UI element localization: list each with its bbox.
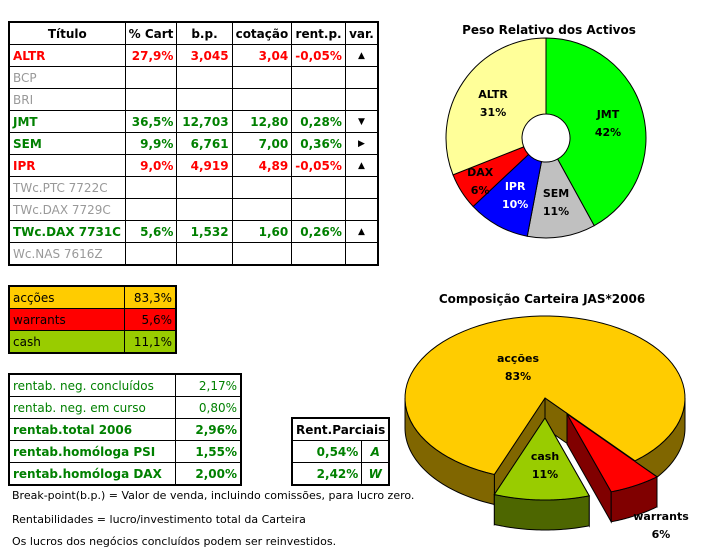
donut-label: JMT [596,108,620,121]
pie3d-chart: warrants 6% cash 11% acções 83% [404,315,689,541]
column-header: var. [344,21,379,45]
cell-bp [176,242,233,266]
table-row[interactable]: TWc.PTC 7722C [8,176,379,199]
parciais-row: 0,54% A [291,440,390,463]
donut-value-label: 10% [502,198,528,211]
cell-bp: 1,532 [176,220,233,243]
rentab-value: 2,00% [175,462,242,486]
pie3d-title: Composição Carteira JAS*2006 [439,292,645,306]
table-row[interactable]: IPR 9,0% 4,919 4,89 -0,05% ▲ [8,154,379,177]
rentab-value: 2,96% [175,418,242,441]
rentab-row: rentab. neg. em curso 0,80% [8,396,242,419]
pie3d-slice-warrants [566,413,658,493]
donut-slice-jmt [545,37,647,227]
allocation-label: warrants [8,308,125,331]
cell-rent: -0,05% [291,44,346,67]
table-row[interactable]: SEM 9,9% 6,761 7,00 0,36% ▶ [8,132,379,155]
rentab-row: rentab.homóloga DAX 2,00% [8,462,242,486]
parciais-row: 2,42% W [291,462,390,486]
allocation-value: 5,6% [124,308,177,331]
parciais-value: 2,42% [291,462,363,486]
rentab-label: rentab.total 2006 [8,418,176,441]
allocation-row: acções 83,3% [8,285,177,309]
cell-cotacao: 12,80 [231,110,293,133]
rentab-value: 2,17% [175,373,242,397]
arrow-up-icon: ▲ [344,220,379,243]
cell-titulo: Wc.NAS 7616Z [8,242,126,266]
note-rentabilidades: Rentabilidades = lucro/investimento tota… [12,513,306,526]
cell-titulo: SEM [8,132,126,155]
rentab-row: rentab. neg. concluídos 2,17% [8,373,242,397]
allocation-label: cash [8,330,125,354]
pie3d-label: acções [497,352,539,365]
cell-cotacao: 7,00 [231,132,293,155]
column-header: rent.p. [291,21,346,45]
cell-rent: 0,36% [291,132,346,155]
cell-titulo: TWc.DAX 7731C [8,220,126,243]
cell-cart: 5,6% [124,220,178,243]
donut-title: Peso Relativo dos Activos [462,23,636,37]
donut-label: IPR [505,180,526,193]
donut-value-label: 42% [595,126,621,139]
cell-bp: 6,761 [176,132,233,155]
donut-value-label: 31% [480,106,506,119]
cell-cotacao [231,242,293,266]
cell-bp: 12,703 [176,110,233,133]
donut-label: ALTR [478,88,508,101]
pie3d-label: warrants [633,510,689,523]
donut-label: DAX [467,166,494,179]
cell-titulo: BCP [8,66,126,89]
allocation-label: acções [8,285,125,309]
parciais-header: Rent.Parciais [291,417,390,441]
rentab-row: rentab.total 2006 2,96% [8,418,242,441]
rentab-label: rentab.homóloga DAX [8,462,176,486]
pie3d-value-label: 83% [505,370,531,383]
rentab-label: rentab.homóloga PSI [8,440,176,463]
pie3d-slice-cash [493,417,590,501]
cell-cart: 27,9% [124,44,178,67]
parciais-value: 0,54% [291,440,363,463]
rentab-row: rentab.homóloga PSI 1,55% [8,440,242,463]
cell-cotacao: 4,89 [231,154,293,177]
assets-table: Título% Cart b.p. cotação rent.p. var. ALTR 2… [8,21,379,266]
parciais-code: W [361,462,390,486]
parciais-table: Rent.Parciais 0,54% A 2,42% W [291,417,391,486]
cell-rent: 0,26% [291,220,346,243]
column-header: b.p. [176,21,233,45]
donut-value-label: 6% [471,184,490,197]
rentab-table: rentab. neg. concluídos 2,17% rentab. neg.… [8,373,242,486]
allocation-value: 11,1% [124,330,177,354]
donut-slice-altr [445,37,547,176]
parciais-code: A [361,440,390,463]
allocation-row: cash 11,1% [8,330,177,354]
allocation-table: acções 83,3% warrants 5,6% cash 11,1% [8,285,177,354]
donut-label: SEM [543,187,569,200]
column-header: % Cart [124,21,178,45]
rentab-value: 1,55% [175,440,242,463]
pie3d-value-label: 6% [652,528,671,541]
note-breakpoint: Break-point(b.p.) = Valor de venda, incl… [12,489,415,502]
table-row[interactable]: TWc.DAX 7731C 5,6% 1,532 1,60 0,26% ▲ [8,220,379,243]
allocation-row: warrants 5,6% [8,308,177,331]
cell-bp: 4,919 [176,154,233,177]
cell-rent: 0,28% [291,110,346,133]
cell-var [344,242,379,266]
pie3d-label: cash [531,450,559,463]
note-lucros: Os lucros dos negócios concluídos podem … [12,535,337,548]
pie3d-slice-acções [404,315,686,476]
cell-cotacao: 3,04 [231,44,293,67]
pie3d-value-label: 11% [532,468,558,481]
cell-cart: 9,9% [124,132,178,155]
table-row[interactable]: BCP [8,66,379,89]
table-row[interactable]: ALTR 27,9% 3,045 3,04 -0,05% ▲ [8,44,379,67]
cell-cotacao: 1,60 [231,220,293,243]
donut-chart: JMT 42% SEM 11% IPR 10% DAX 6% ALTR 31% [445,37,647,239]
cell-rent [291,242,346,266]
donut-value-label: 11% [543,205,569,218]
allocation-value: 83,3% [124,285,177,309]
table-row[interactable]: Wc.NAS 7616Z [8,242,379,266]
table-row[interactable]: BRI [8,88,379,111]
